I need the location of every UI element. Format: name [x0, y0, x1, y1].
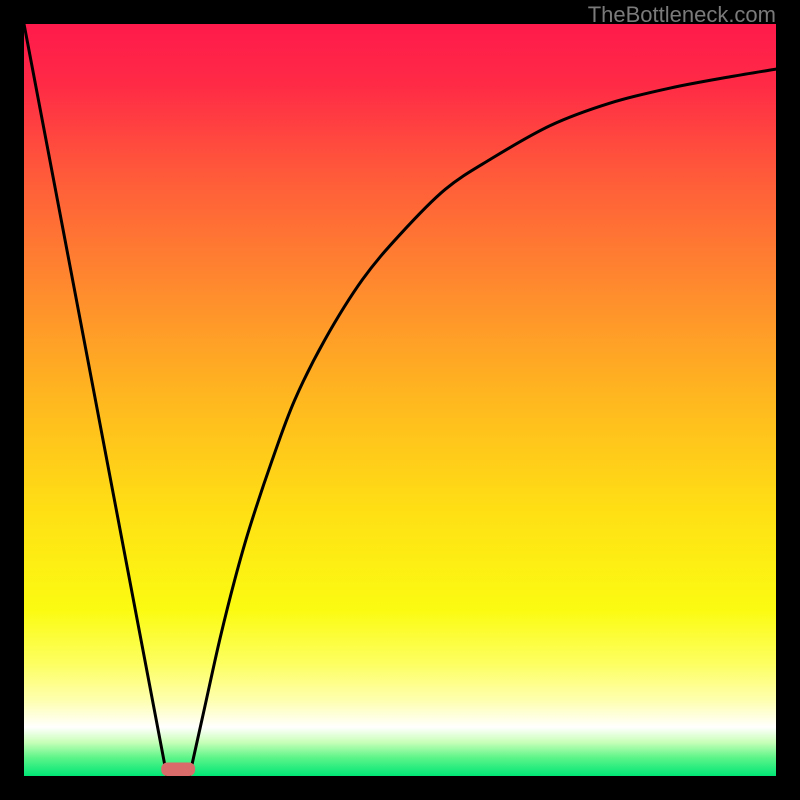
watermark-text: TheBottleneck.com	[588, 2, 776, 28]
gradient-background	[24, 24, 776, 776]
optimum-marker	[161, 762, 195, 776]
plot-area	[24, 24, 776, 776]
plot-svg	[24, 24, 776, 776]
